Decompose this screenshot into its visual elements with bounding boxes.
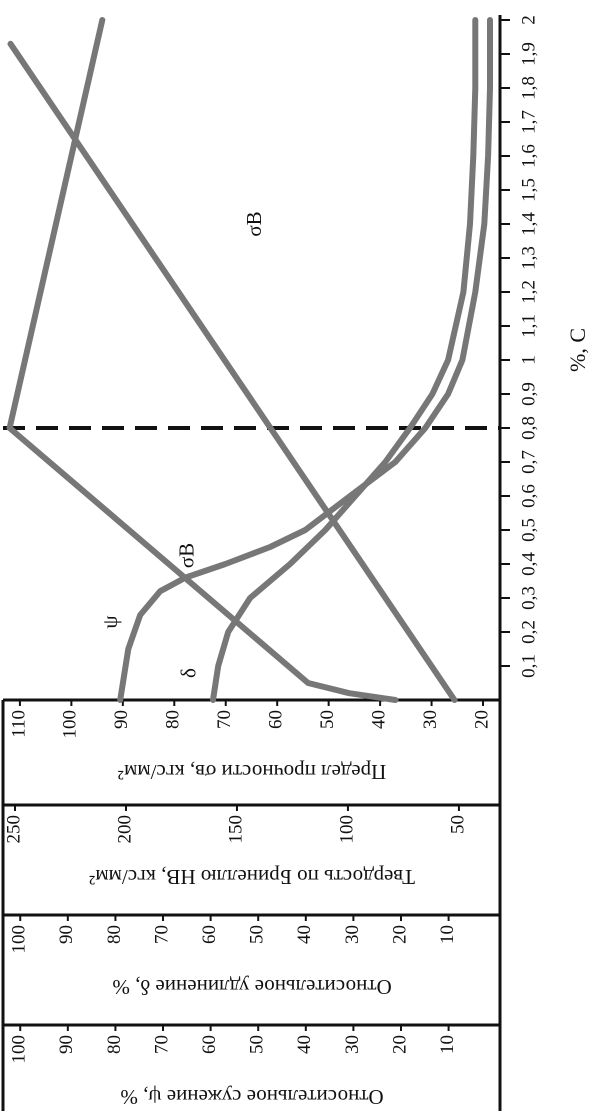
curve-label: σB xyxy=(175,543,199,568)
y4-tick-label: 100 xyxy=(9,1035,30,1064)
y3-tick-label: 20 xyxy=(389,925,410,944)
y4-tick-label: 20 xyxy=(389,1035,410,1054)
y4-axis-label: Относительное сужение ψ, % xyxy=(120,1085,383,1109)
y-tick-label: 20 xyxy=(471,710,492,729)
y3-tick-label: 10 xyxy=(437,925,458,944)
y2-tick-label: 50 xyxy=(447,815,468,834)
x-tick-label: 0,9 xyxy=(518,382,539,406)
y3-tick-label: 50 xyxy=(247,925,268,944)
y2-tick-label: 200 xyxy=(114,815,135,844)
x-tick-label: 0,5 xyxy=(518,518,539,542)
x-tick-label: 1,3 xyxy=(518,246,539,270)
y-tick-label: 80 xyxy=(163,710,184,729)
y-tick-label: 50 xyxy=(317,710,338,729)
y-axis-label: Предел прочности σв, кгс/мм² xyxy=(118,760,387,784)
y4-tick-label: 40 xyxy=(294,1035,315,1054)
y3-tick-label: 60 xyxy=(199,925,220,944)
x-tick-label: 1,9 xyxy=(518,42,539,66)
curve-label: ψ xyxy=(98,615,122,628)
x-tick-label: 0,1 xyxy=(518,654,539,678)
x-tick-label: 0,2 xyxy=(518,620,539,644)
y-tick-label: 70 xyxy=(214,710,235,729)
y3-tick-label: 70 xyxy=(151,925,172,944)
x-axis-label: %, C xyxy=(565,328,590,372)
x-tick-label: 1,8 xyxy=(518,76,539,100)
y4-tick-label: 50 xyxy=(247,1035,268,1054)
y3-tick-label: 30 xyxy=(342,925,363,944)
y-tick-label: 90 xyxy=(111,710,132,729)
y4-tick-label: 70 xyxy=(151,1035,172,1054)
x-tick-label: 1,7 xyxy=(518,110,539,134)
curve xyxy=(7,40,458,703)
y3-tick-label: 100 xyxy=(9,925,30,954)
x-tick-label: 0,8 xyxy=(518,416,539,440)
curve-label: δ xyxy=(176,668,200,678)
x-tick-label: 1,1 xyxy=(518,314,539,338)
y3-tick-label: 90 xyxy=(56,925,77,944)
y2-tick-label: 250 xyxy=(3,815,24,844)
y4-tick-label: 80 xyxy=(104,1035,125,1054)
y3-tick-label: 40 xyxy=(294,925,315,944)
y4-tick-label: 10 xyxy=(437,1035,458,1054)
y3-tick-label: 80 xyxy=(104,925,125,944)
y-tick-label: 30 xyxy=(420,710,441,729)
x-tick-label: 0,7 xyxy=(518,450,539,474)
curve xyxy=(210,17,479,703)
x-tick-label: 0,4 xyxy=(518,552,539,576)
y-tick-label: 100 xyxy=(60,710,81,739)
x-tick-label: 1,4 xyxy=(518,212,539,236)
x-tick-label: 1,5 xyxy=(518,178,539,202)
x-tick-label: 1,6 xyxy=(518,144,539,168)
curve xyxy=(6,17,399,703)
y2-axis-label: Твердость по Бринеллю НВ, кгс/мм² xyxy=(89,865,415,889)
y4-tick-label: 60 xyxy=(199,1035,220,1054)
y2-tick-label: 100 xyxy=(336,815,357,844)
curve xyxy=(117,17,493,703)
curve-label: σB xyxy=(242,211,266,236)
y4-tick-label: 30 xyxy=(342,1035,363,1054)
x-tick-label: 1,2 xyxy=(518,280,539,304)
x-tick-label: 1 xyxy=(518,355,539,365)
y3-axis-label: Относительное удлинение δ, % xyxy=(112,975,391,999)
x-tick-label: 0,6 xyxy=(518,484,539,508)
y-tick-label: 40 xyxy=(368,710,389,729)
x-tick-label: 2 xyxy=(518,15,539,25)
y-tick-label: 60 xyxy=(266,710,287,729)
y2-tick-label: 150 xyxy=(225,815,246,844)
y-tick-label: 110 xyxy=(8,710,29,738)
y4-tick-label: 90 xyxy=(56,1035,77,1054)
x-tick-label: 0,3 xyxy=(518,586,539,610)
